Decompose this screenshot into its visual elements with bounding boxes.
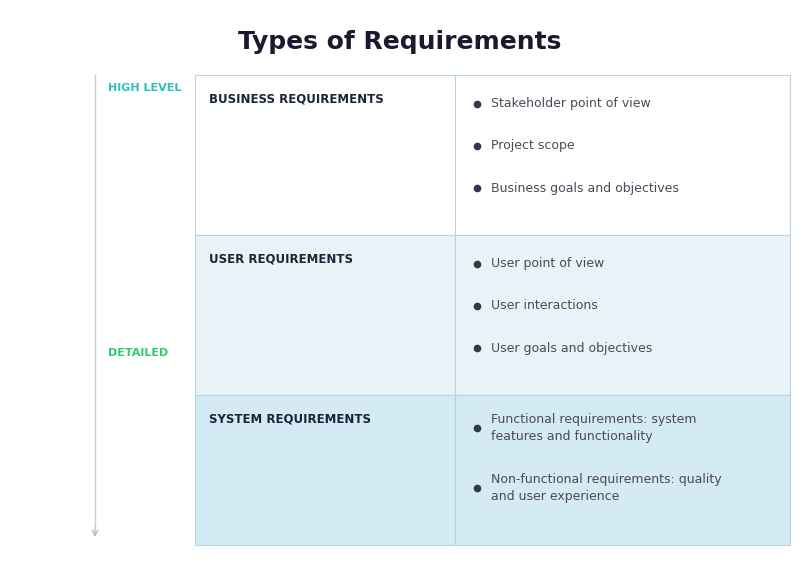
Text: User point of view: User point of view <box>491 257 604 270</box>
Text: Stakeholder point of view: Stakeholder point of view <box>491 97 650 111</box>
Text: Project scope: Project scope <box>491 140 574 152</box>
Text: DETAILED: DETAILED <box>108 348 168 359</box>
Bar <box>195 235 790 395</box>
Text: Business goals and objectives: Business goals and objectives <box>491 181 679 194</box>
Text: USER REQUIREMENTS: USER REQUIREMENTS <box>209 253 353 266</box>
Text: SYSTEM REQUIREMENTS: SYSTEM REQUIREMENTS <box>209 413 371 426</box>
Bar <box>195 75 790 235</box>
Text: Non-functional requirements: quality
and user experience: Non-functional requirements: quality and… <box>491 473 722 503</box>
Bar <box>195 395 790 545</box>
Text: BUSINESS REQUIREMENTS: BUSINESS REQUIREMENTS <box>209 93 384 106</box>
Text: Functional requirements: system
features and functionality: Functional requirements: system features… <box>491 413 697 443</box>
Text: User goals and objectives: User goals and objectives <box>491 341 652 355</box>
Text: Types of Requirements: Types of Requirements <box>238 30 562 54</box>
Text: HIGH LEVEL: HIGH LEVEL <box>108 83 182 93</box>
Text: User interactions: User interactions <box>491 299 598 312</box>
